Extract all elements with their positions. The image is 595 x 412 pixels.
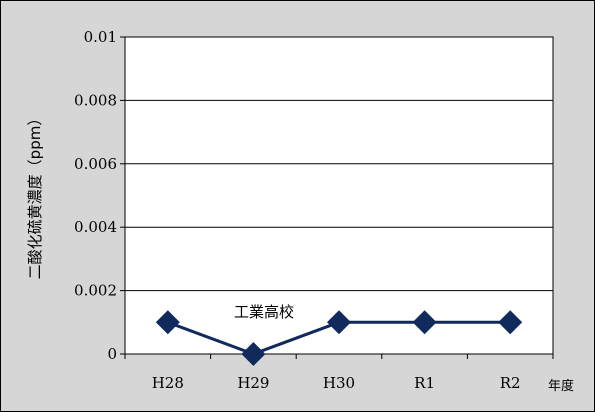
series-label: 工業高校 — [234, 303, 294, 321]
data-point-marker — [412, 310, 437, 335]
x-tick-labels: H28 H29 H30 R1 R2 — [152, 374, 521, 392]
y-tick-labels: 0 0.002 0.004 0.006 0.008 0.01 — [74, 28, 117, 363]
gridlines — [120, 36, 554, 359]
x-tick-label: H29 — [237, 374, 269, 392]
x-tick-label: H30 — [323, 374, 355, 392]
y-tick-label: 0.01 — [84, 28, 117, 46]
data-point-marker — [155, 310, 180, 335]
y-tick-label: 0.004 — [74, 218, 117, 236]
x-tick-label: R2 — [500, 374, 521, 392]
data-point-marker — [498, 310, 523, 335]
x-unit-label: 年度 — [548, 378, 574, 394]
x-tick-label: R1 — [414, 374, 435, 392]
data-point-marker — [241, 342, 266, 366]
y-tick-label: 0.002 — [74, 282, 117, 300]
y-tick-label: 0.008 — [74, 91, 117, 109]
plot-area — [124, 36, 554, 355]
y-tick-label: 0.006 — [74, 155, 117, 173]
series-markers — [155, 310, 523, 366]
y-tick-label: 0 — [107, 345, 117, 363]
y-axis-label: 二酸化硫黄濃度（ppm） — [26, 111, 44, 280]
data-point-marker — [327, 310, 351, 335]
x-tick-label: H28 — [152, 374, 184, 392]
